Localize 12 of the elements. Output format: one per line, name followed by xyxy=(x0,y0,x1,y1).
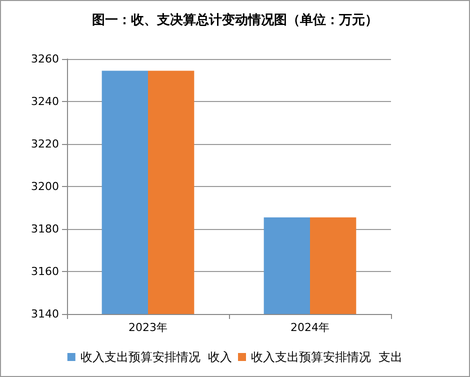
y-tick-label: 3140 xyxy=(31,308,59,320)
x-tick-label: 2023年 xyxy=(128,321,168,334)
y-tick-label: 3180 xyxy=(31,222,59,236)
y-tick-label: 3160 xyxy=(31,265,59,278)
y-tick-label: 3260 xyxy=(31,52,59,66)
y-tick-label: 3220 xyxy=(31,138,59,150)
y-tick-label: 3240 xyxy=(31,95,59,108)
legend-label: 收入支出预算安排情况 支出 xyxy=(251,350,403,364)
y-tick-label: 3200 xyxy=(31,180,59,193)
x-tick-label: 2024年 xyxy=(290,321,330,334)
chart-title: 图一：收、支决算总计变动情况图（单位：万元） xyxy=(92,12,378,28)
legend-label: 收入支出预算安排情况 收入 xyxy=(80,350,232,364)
